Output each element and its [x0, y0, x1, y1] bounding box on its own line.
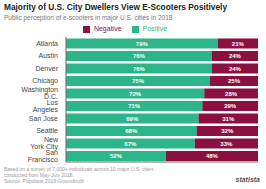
svg-text:79%: 79% [136, 41, 149, 47]
html-text:York City: York City [30, 143, 58, 151]
svg-text:Denver: Denver [35, 65, 58, 72]
html-text:D.C.: D.C. [44, 93, 58, 101]
svg-text:Atlanta: Atlanta [36, 40, 58, 47]
svg-text:31%: 31% [222, 116, 235, 122]
html-text:Source: Populous 2018 Groundtr: Source: Populous 2018 Groundtruth [4, 178, 85, 184]
svg-text:76%: 76% [133, 66, 146, 72]
html-text:Public perception of e-scooter: Public perception of e-scooters in major… [4, 14, 173, 21]
svg-text:LosAngeles: LosAngeles [33, 99, 59, 114]
svg-text:28%: 28% [225, 91, 238, 97]
svg-text:75%: 75% [132, 78, 145, 84]
svg-text:52%: 52% [110, 153, 123, 159]
svg-text:33%: 33% [220, 141, 233, 147]
html-text:New: New [44, 136, 58, 144]
svg-text:48%: 48% [206, 153, 219, 159]
svg-text:21%: 21% [232, 41, 245, 47]
svg-text:71%: 71% [128, 103, 141, 109]
svg-text:Chicago: Chicago [32, 77, 58, 85]
svg-text:24%: 24% [229, 66, 242, 72]
svg-text:Austin: Austin [39, 52, 59, 59]
svg-text:SanFrancisco: SanFrancisco [28, 149, 58, 163]
svg-text:Seattle: Seattle [36, 127, 58, 134]
html-text:Based on a survey of 7,000+ in: Based on a survey of 7,000+ individuals … [4, 166, 154, 172]
svg-text:25%: 25% [228, 78, 241, 84]
svg-text:San Jose: San Jose [29, 115, 58, 122]
svg-text:72%: 72% [129, 91, 142, 97]
svg-text:67%: 67% [124, 141, 137, 147]
svg-text:69%: 69% [126, 116, 139, 122]
html-text:Positive: Positive [142, 25, 168, 32]
html-text:Negative: Negative [93, 25, 122, 32]
html-text:statista: statista [235, 176, 260, 183]
svg-text:24%: 24% [229, 53, 242, 59]
svg-text:29%: 29% [224, 103, 237, 109]
html-text:conducted from May-July 2018.: conducted from May-July 2018. [4, 172, 74, 178]
svg-text:68%: 68% [125, 128, 138, 134]
svg-text:32%: 32% [221, 128, 234, 134]
html-text:Majority of U.S. City Dwellers: Majority of U.S. City Dwellers View E-Sc… [4, 2, 227, 12]
html-text:Washington: Washington [21, 86, 58, 94]
svg-text:76%: 76% [133, 53, 146, 59]
